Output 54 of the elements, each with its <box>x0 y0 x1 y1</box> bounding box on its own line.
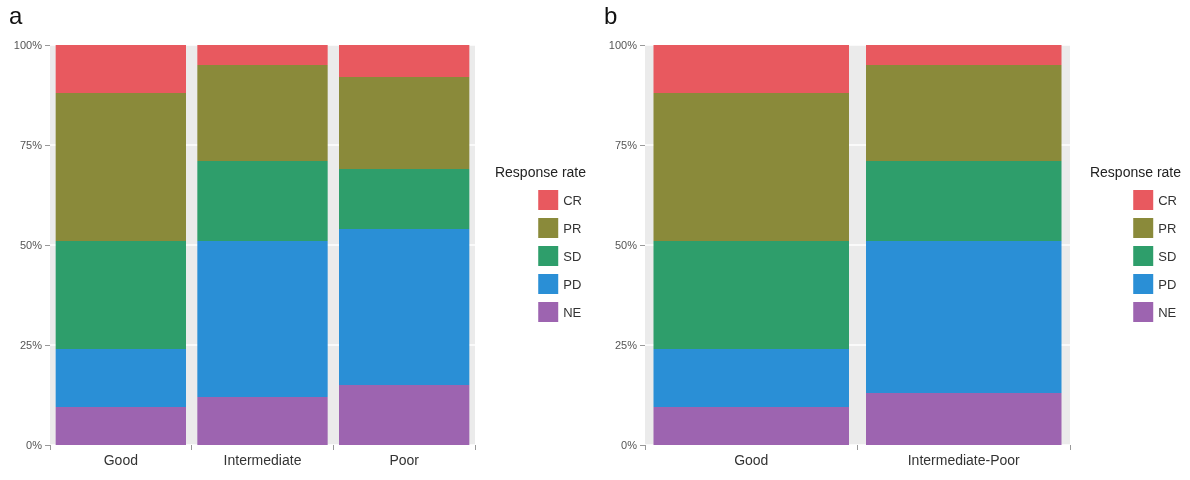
bar <box>197 241 328 397</box>
y-tick-label: 0% <box>26 439 43 451</box>
bar <box>339 169 470 229</box>
legend-title: Response rate <box>1089 164 1182 180</box>
bar <box>197 45 328 65</box>
legend-label: CR <box>1158 192 1177 208</box>
y-tick-label: 25% <box>19 339 43 351</box>
bar <box>55 93 186 241</box>
bar <box>339 45 470 77</box>
y-tick-label: 75% <box>614 139 638 151</box>
bar <box>866 241 1062 393</box>
bar <box>55 241 186 349</box>
x-tick-label: Good <box>734 452 769 468</box>
legend-label: PR <box>1158 220 1177 236</box>
bar <box>197 161 328 241</box>
x-tick-label: Good <box>103 452 138 468</box>
y-tick-label: 100% <box>608 39 638 51</box>
y-tick-label: 50% <box>614 239 638 251</box>
bar <box>197 65 328 161</box>
bar <box>653 241 849 349</box>
bar <box>653 93 849 241</box>
legend-label: SD <box>1158 248 1177 264</box>
legend-label: NE <box>563 304 582 320</box>
x-tick-label: Intermediate <box>223 452 302 468</box>
y-tick-label: 100% <box>13 39 43 51</box>
x-tick-label: Intermediate-Poor <box>907 452 1021 468</box>
bar <box>653 407 849 445</box>
y-tick-label: 25% <box>614 339 638 351</box>
legend-label: SD <box>563 248 582 264</box>
bar <box>866 65 1062 161</box>
legend-label: PD <box>1158 276 1177 292</box>
legend-label: PR <box>563 220 582 236</box>
y-tick-label: 0% <box>621 439 638 451</box>
bar <box>55 349 186 407</box>
bar <box>55 407 186 445</box>
bar <box>653 45 849 93</box>
bar <box>866 393 1062 445</box>
legend-label: CR <box>563 192 582 208</box>
y-tick-label: 75% <box>19 139 43 151</box>
bar <box>866 45 1062 65</box>
y-tick-label: 50% <box>19 239 43 251</box>
legend-label: NE <box>1158 304 1177 320</box>
chart-title: b <box>604 1 618 29</box>
bar <box>653 349 849 407</box>
bar <box>197 397 328 445</box>
legend-label: PD <box>563 276 582 292</box>
legend-title: Response rate <box>494 164 587 180</box>
bar <box>339 385 470 445</box>
bar <box>339 229 470 385</box>
chart-title: a <box>9 1 23 29</box>
bar <box>55 45 186 93</box>
bar <box>339 77 470 169</box>
x-tick-label: Poor <box>389 452 420 468</box>
bar <box>866 161 1062 241</box>
